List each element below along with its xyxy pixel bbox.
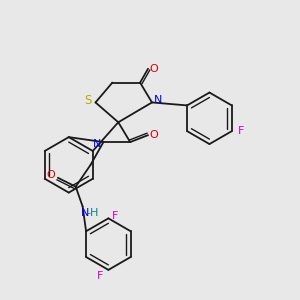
Text: F: F [238,126,244,136]
Text: N: N [93,139,102,149]
Text: F: F [97,271,104,281]
Text: F: F [112,212,119,221]
Text: -H: -H [86,208,99,218]
Text: O: O [46,170,55,180]
Text: S: S [84,94,91,107]
Text: O: O [150,130,158,140]
Text: N: N [80,208,89,218]
Text: O: O [150,64,158,74]
Text: N: N [154,95,162,106]
